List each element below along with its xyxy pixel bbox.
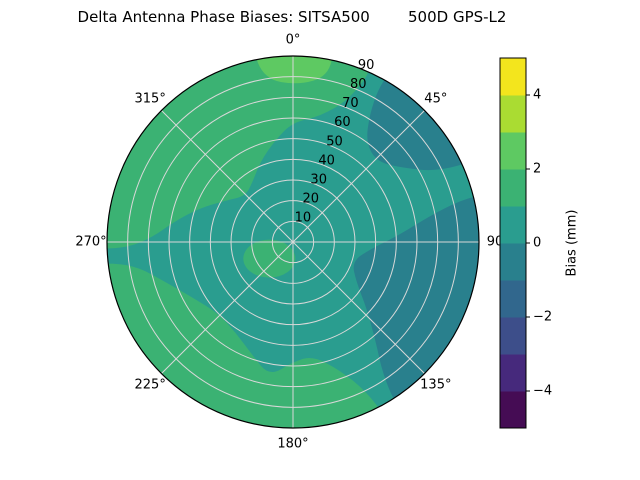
r-tick-label: 30 <box>310 172 327 187</box>
theta-labels: 0° 45° 90 135° 180° 225° 270° 315° <box>75 33 503 452</box>
colorbar-tick-label: −2 <box>533 310 552 325</box>
colorbar-segment <box>500 169 526 207</box>
polar-grid <box>106 55 480 429</box>
r-tick-label: 40 <box>318 153 335 168</box>
colorbar-segment <box>500 206 526 244</box>
colorbar-segment <box>500 280 526 318</box>
colorbar-segment <box>500 95 526 133</box>
colorbar-label: Bias (mm) <box>564 209 580 277</box>
r-tick-label: 10 <box>295 211 312 226</box>
theta-tick-label: 135° <box>420 377 451 392</box>
polar-grid-spoke <box>161 110 294 243</box>
r-tick-label: 20 <box>303 192 320 207</box>
colorbar-tick-label: −4 <box>533 384 552 399</box>
colorbar-tick-label: 0 <box>533 236 541 251</box>
colorbar-segment <box>500 391 526 429</box>
colorbar: −4 −2 0 2 4 <box>499 57 552 429</box>
theta-tick-label: 90 <box>487 235 504 250</box>
colorbar-tick-label: 2 <box>533 162 541 177</box>
contour-region <box>107 263 380 428</box>
theta-tick-label: 315° <box>135 92 166 107</box>
chart-title: Delta Antenna Phase Biases: SITSA500 500… <box>77 8 507 26</box>
colorbar-segment <box>500 132 526 170</box>
polar-grid-spoke <box>292 241 425 374</box>
r-labels: 10 20 30 40 50 60 70 80 90 <box>295 58 375 226</box>
r-tick-label: 50 <box>326 134 343 149</box>
r-tick-label: 60 <box>334 115 351 130</box>
theta-tick-label: 0° <box>286 33 301 48</box>
colorbar-segment <box>500 58 526 96</box>
polar-outline <box>106 55 480 429</box>
colorbar-segment <box>500 354 526 392</box>
colorbar-segment <box>500 243 526 281</box>
colorbar-segment <box>500 317 526 355</box>
r-tick-label: 70 <box>342 96 359 111</box>
theta-tick-label: 180° <box>277 437 308 452</box>
r-tick-label: 90 <box>358 58 375 73</box>
polar-grid-spoke <box>292 110 425 243</box>
polar-grid-spoke <box>161 241 294 374</box>
contour-region <box>243 239 296 278</box>
theta-tick-label: 270° <box>75 235 106 250</box>
r-tick-label: 80 <box>350 77 367 92</box>
theta-tick-label: 225° <box>135 377 166 392</box>
colorbar-tick-label: 4 <box>533 88 541 103</box>
theta-tick-label: 45° <box>424 92 447 107</box>
contour-region <box>256 56 332 84</box>
contour-region <box>367 74 472 171</box>
